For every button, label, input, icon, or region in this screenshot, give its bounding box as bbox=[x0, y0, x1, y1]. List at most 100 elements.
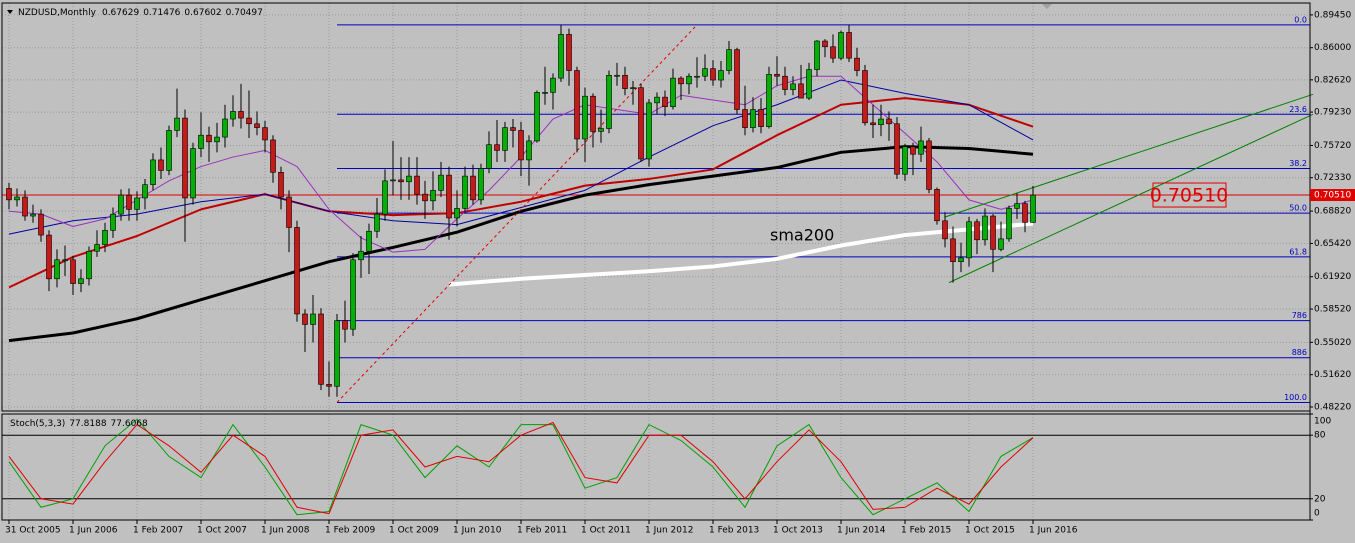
stoch-k-value: 77.8188 bbox=[69, 419, 106, 429]
price-callout: 0.70510 bbox=[1150, 185, 1229, 207]
y-tick-label: 0.72330 bbox=[1314, 173, 1351, 183]
candle-body bbox=[694, 75, 700, 78]
candle-body bbox=[102, 230, 108, 245]
candle-body bbox=[710, 68, 716, 81]
candle-body bbox=[198, 134, 204, 149]
candle-body bbox=[814, 40, 820, 70]
candle-body bbox=[854, 57, 860, 71]
candle-body bbox=[390, 179, 396, 182]
candle-body bbox=[718, 70, 724, 81]
candle-body bbox=[654, 96, 660, 104]
y-tick-label: 0.86000 bbox=[1314, 43, 1351, 53]
x-tick-label: 1 Jun 2016 bbox=[1029, 526, 1078, 536]
candle-body bbox=[454, 208, 460, 219]
candle-body bbox=[110, 213, 116, 231]
header-high: 0.71476 bbox=[143, 8, 180, 18]
candle-body bbox=[222, 118, 228, 138]
x-tick-label: 1 Jun 2008 bbox=[261, 526, 310, 536]
stoch-line bbox=[8, 421, 1034, 515]
x-tick-label: 31 Oct 2005 bbox=[5, 526, 61, 536]
candle-body bbox=[998, 238, 1004, 250]
y-tick-label: 0.82620 bbox=[1314, 75, 1351, 85]
candle-body bbox=[246, 117, 252, 125]
candle-body bbox=[86, 250, 92, 280]
candle-body bbox=[350, 259, 356, 330]
candle-body bbox=[590, 95, 596, 132]
candle-body bbox=[806, 69, 812, 99]
y-tick-label: 0.65420 bbox=[1314, 239, 1351, 249]
candle-body bbox=[686, 75, 692, 85]
candle-body bbox=[206, 134, 212, 143]
candle-body bbox=[910, 146, 916, 155]
candle-body bbox=[670, 77, 676, 107]
x-tick-label: 1 Feb 2011 bbox=[517, 526, 567, 536]
x-tick-label: 1 Feb 2009 bbox=[325, 526, 376, 536]
candle-body bbox=[294, 227, 300, 315]
candle-body bbox=[846, 32, 852, 59]
candle-body bbox=[862, 70, 868, 124]
candle-body bbox=[878, 118, 884, 126]
candle-body bbox=[742, 109, 748, 128]
candle-body bbox=[1022, 203, 1028, 223]
candle-body bbox=[174, 117, 180, 131]
candle-body bbox=[614, 74, 620, 77]
candle-body bbox=[566, 34, 572, 71]
x-tick-label: 1 Feb 2007 bbox=[133, 526, 183, 536]
stoch-title: Stoch(5,3,3) bbox=[10, 419, 65, 429]
candle-body bbox=[462, 175, 468, 209]
fib-label: 786 bbox=[1292, 311, 1307, 320]
header-close: 0.70497 bbox=[226, 8, 263, 18]
candle-body bbox=[894, 123, 900, 175]
candle-body bbox=[598, 128, 604, 132]
candle-body bbox=[78, 278, 84, 284]
trendline bbox=[336, 24, 698, 403]
candle-body bbox=[982, 215, 988, 241]
candle-body bbox=[502, 127, 508, 151]
candle-body bbox=[302, 313, 308, 325]
candle-body bbox=[534, 92, 540, 142]
x-tick-label: 1 Oct 2015 bbox=[965, 526, 1015, 536]
y-tick-label: 20 bbox=[1314, 494, 1326, 504]
y-tick-label: 0.51620 bbox=[1314, 370, 1351, 380]
fib-label: 38.2 bbox=[1289, 159, 1307, 168]
candle-body bbox=[526, 140, 532, 161]
candle-body bbox=[446, 174, 452, 219]
candle-body bbox=[774, 74, 780, 77]
candle-body bbox=[550, 77, 556, 93]
candle-body bbox=[486, 144, 492, 169]
candle-body bbox=[30, 213, 36, 217]
candle-body bbox=[558, 34, 564, 79]
candle-body bbox=[678, 77, 684, 85]
candle-body bbox=[342, 320, 348, 330]
candle-body bbox=[574, 70, 580, 140]
candle-body bbox=[886, 118, 892, 125]
moving-average bbox=[448, 221, 1034, 287]
trendline bbox=[948, 113, 1314, 284]
candle-body bbox=[750, 109, 756, 128]
stoch-d-value: 77.6068 bbox=[111, 419, 148, 429]
candle-body bbox=[782, 75, 788, 90]
candle-body bbox=[974, 221, 980, 241]
candle-body bbox=[494, 144, 500, 151]
candle-body bbox=[838, 32, 844, 59]
candle-body bbox=[278, 171, 284, 198]
candle-body bbox=[630, 87, 636, 89]
x-tick-label: 1 Jun 2014 bbox=[837, 526, 886, 536]
candle-body bbox=[142, 184, 148, 199]
candle-body bbox=[422, 193, 428, 202]
y-tick-label: 100 bbox=[1314, 417, 1331, 427]
candle-body bbox=[398, 179, 404, 183]
candle-body bbox=[958, 257, 964, 262]
symbol-title: NZDUSD,Monthly bbox=[18, 8, 97, 18]
y-tick-label: 0.79230 bbox=[1314, 108, 1351, 118]
plot-layer: 0.0 23.6 38.2 50.0 61.8 786 886 100.0 bbox=[2, 15, 1314, 516]
candle-body bbox=[478, 168, 484, 201]
candle-body bbox=[790, 83, 796, 90]
candle-body bbox=[334, 320, 340, 387]
candle-body bbox=[1030, 194, 1036, 223]
candle-body bbox=[230, 111, 236, 120]
candle-body bbox=[934, 189, 940, 222]
candle-body bbox=[622, 74, 628, 89]
